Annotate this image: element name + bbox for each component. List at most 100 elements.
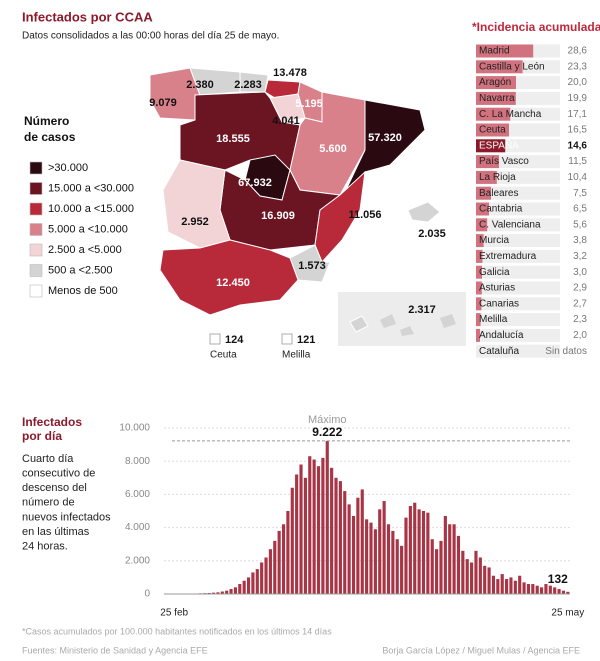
bar-category: Aragón (479, 77, 511, 88)
bar (474, 550, 478, 594)
x-tick-label: 25 feb (160, 608, 188, 619)
bar-category: Castilla y León (479, 61, 545, 72)
bar (264, 557, 268, 594)
bar (408, 506, 412, 594)
bar (476, 202, 489, 216)
island (400, 326, 414, 336)
bar-category: La Rioja (479, 172, 516, 183)
bar-value: 3,2 (573, 251, 587, 262)
bar (476, 297, 482, 311)
legend-label: 10.000 a <15.000 (48, 203, 134, 215)
bar (476, 123, 509, 137)
bar (286, 511, 290, 594)
panel-title: *Incidencia acumulada (472, 20, 600, 34)
bar-value: 3,8 (573, 235, 587, 246)
row-bg (476, 297, 560, 311)
bar (456, 535, 461, 594)
region-label: 9.079 (149, 97, 177, 109)
region (314, 170, 366, 263)
row-bg (476, 313, 560, 327)
bar (417, 509, 421, 594)
footnote: *Casos acumulados por 100.000 habitantes… (22, 626, 332, 636)
bar (483, 565, 487, 594)
bar-value: 28,6 (568, 46, 588, 57)
bar (465, 559, 469, 594)
bar (233, 587, 237, 594)
bar (531, 584, 535, 594)
bar (443, 515, 447, 594)
bar (334, 477, 338, 594)
bar (303, 477, 307, 594)
bar (343, 491, 347, 594)
bar-category: C. La Mancha (479, 109, 542, 120)
bar (220, 591, 224, 594)
bar-value: 2,7 (573, 298, 587, 309)
bar-value: 5,6 (573, 219, 587, 230)
bar (299, 464, 303, 594)
bar (476, 249, 483, 263)
region-label: 2.380 (186, 79, 214, 91)
region-label: 5.195 (295, 98, 323, 110)
bar-category: Murcia (479, 235, 509, 246)
bar (535, 585, 539, 594)
bar (246, 577, 251, 594)
legend-swatch (29, 182, 43, 195)
region-label: 57.320 (368, 132, 402, 144)
bar (211, 592, 216, 594)
legend-label: 5.000 a <10.000 (48, 223, 128, 235)
legend-label: >30.000 (48, 162, 88, 174)
bar (316, 466, 321, 594)
bar-category: Asturias (479, 283, 515, 294)
bar (321, 457, 325, 594)
description: Cuarto día (22, 453, 74, 465)
legend-title: de casos (24, 130, 76, 144)
bar (476, 186, 491, 200)
bar (470, 562, 474, 594)
bar (452, 524, 456, 594)
bar-category: Madrid (479, 46, 510, 57)
bar-category: Cataluña (479, 346, 519, 357)
region (344, 99, 426, 193)
credits: Borja García López / Miguel Mulas / Agen… (382, 645, 580, 655)
region-label: 11.056 (348, 209, 381, 221)
chart-title: Infectados (22, 415, 82, 429)
legend-swatch (29, 243, 43, 257)
bar (382, 501, 386, 594)
bar (281, 524, 286, 594)
region-label: 18.555 (216, 133, 250, 145)
bar-value: 6,5 (573, 204, 587, 215)
region-label: 2.035 (418, 228, 446, 240)
island (440, 314, 456, 328)
legend-label: Menos de 500 (48, 285, 118, 297)
bar-value: 19,9 (568, 93, 588, 104)
description: en las últimas (22, 526, 90, 538)
bar-value: 2,0 (573, 330, 587, 341)
bar (476, 155, 499, 169)
row-bg (476, 202, 560, 216)
y-tick-label: 8.000 (125, 456, 150, 467)
bar (268, 549, 272, 594)
bar (448, 524, 452, 594)
region-label: 13.478 (273, 67, 307, 79)
description: consecutivo de (22, 468, 95, 480)
bar (476, 313, 481, 327)
bar (295, 474, 299, 594)
bar (476, 218, 488, 232)
bar (238, 584, 242, 594)
legend-swatch (29, 202, 43, 216)
legend-swatch (29, 223, 43, 236)
region-label: 4.041 (272, 115, 300, 127)
bar-category: Galicia (479, 267, 510, 278)
description: número de (22, 497, 75, 509)
row-bg (476, 265, 560, 279)
bar (476, 107, 511, 121)
bar (386, 524, 391, 594)
bar (225, 590, 229, 594)
bar (255, 569, 259, 594)
legend-swatch (29, 161, 43, 175)
legend-title: Número (24, 114, 69, 128)
bar (505, 579, 509, 594)
x-tick-label: 25 may (551, 608, 584, 619)
region (407, 201, 441, 223)
